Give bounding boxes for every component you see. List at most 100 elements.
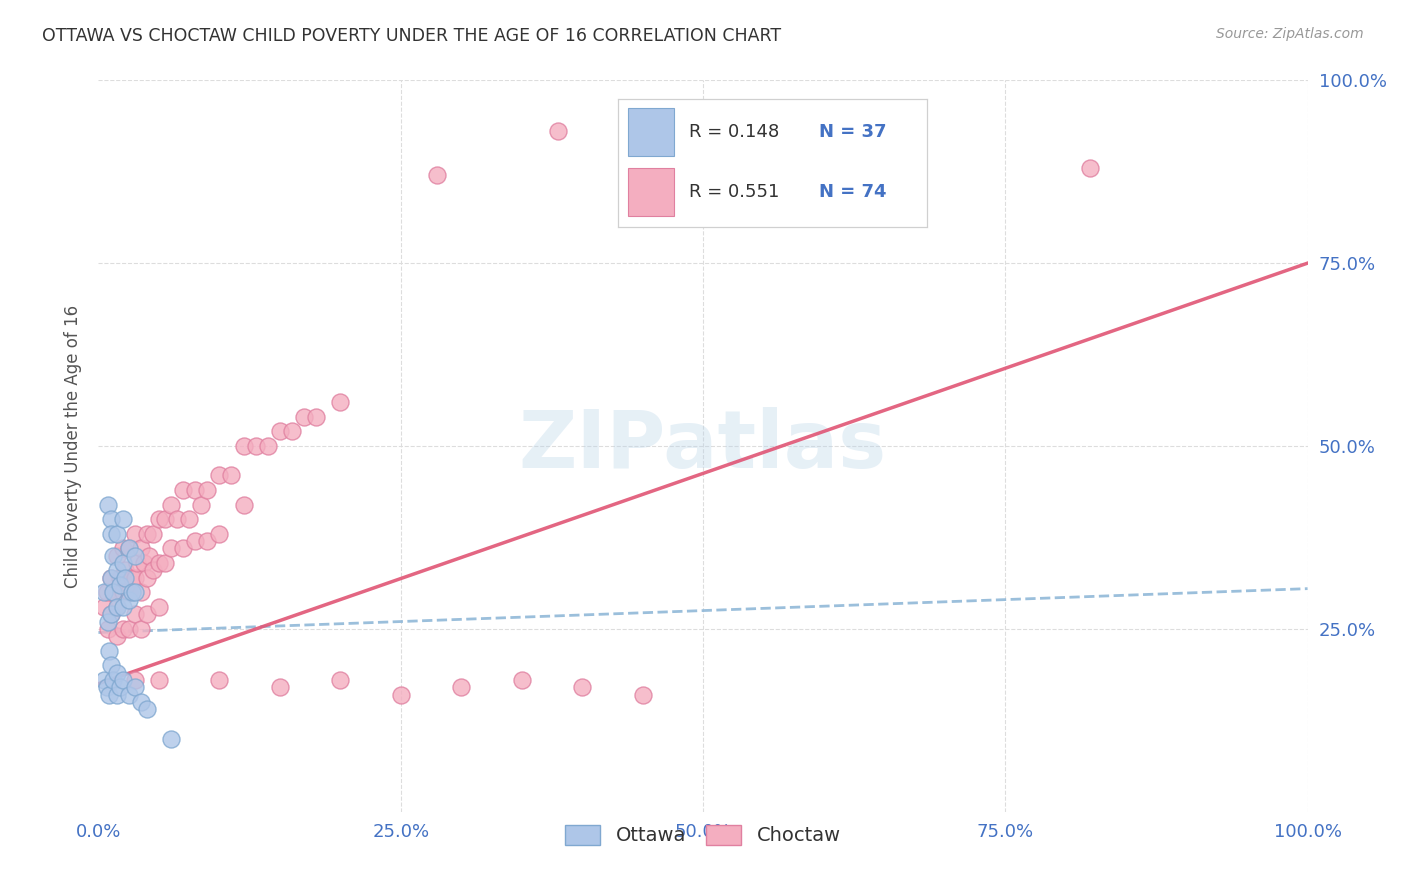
Point xyxy=(305,409,328,424)
Point xyxy=(195,483,218,497)
Point xyxy=(208,526,231,541)
Legend: Ottawa, Choctaw: Ottawa, Choctaw xyxy=(558,817,848,854)
Point xyxy=(208,673,231,687)
Point xyxy=(232,498,254,512)
Point xyxy=(100,658,122,673)
Point xyxy=(114,563,136,577)
Point xyxy=(160,731,183,746)
Point xyxy=(245,439,267,453)
Point xyxy=(100,571,122,585)
Point xyxy=(153,512,176,526)
Point xyxy=(98,644,121,658)
Text: Source: ZipAtlas.com: Source: ZipAtlas.com xyxy=(1216,27,1364,41)
Point xyxy=(269,425,291,439)
Point xyxy=(281,425,304,439)
Point xyxy=(105,526,128,541)
Point xyxy=(172,483,194,497)
Point xyxy=(184,483,207,497)
Point xyxy=(138,549,160,563)
Point xyxy=(101,585,124,599)
Point xyxy=(108,571,131,585)
Point xyxy=(118,541,141,556)
Point xyxy=(172,541,194,556)
Y-axis label: Child Poverty Under the Age of 16: Child Poverty Under the Age of 16 xyxy=(63,304,82,588)
Point xyxy=(105,599,128,614)
Point xyxy=(118,585,141,599)
Point xyxy=(153,556,176,570)
Point xyxy=(111,599,134,614)
Point xyxy=(127,556,149,570)
Point xyxy=(129,695,152,709)
Point xyxy=(631,688,654,702)
Point xyxy=(118,622,141,636)
Point xyxy=(124,607,146,622)
Point xyxy=(148,599,170,614)
Point xyxy=(256,439,278,453)
Point xyxy=(118,541,141,556)
Point xyxy=(111,673,134,687)
Point xyxy=(668,205,690,219)
Point xyxy=(101,585,124,599)
Point xyxy=(148,556,170,570)
Point xyxy=(105,629,128,643)
Point xyxy=(450,681,472,695)
Point xyxy=(100,607,122,622)
Text: ZIPatlas: ZIPatlas xyxy=(519,407,887,485)
Point xyxy=(124,526,146,541)
Point xyxy=(329,673,352,687)
Point xyxy=(100,512,122,526)
Point xyxy=(111,556,134,570)
Point xyxy=(118,592,141,607)
Point xyxy=(118,688,141,702)
Point xyxy=(179,512,201,526)
Point xyxy=(111,512,134,526)
Point xyxy=(135,702,157,716)
Point xyxy=(135,526,157,541)
Point xyxy=(93,673,115,687)
Point xyxy=(96,681,118,695)
Point xyxy=(108,681,131,695)
Point xyxy=(111,585,134,599)
Point xyxy=(97,615,120,629)
Point xyxy=(184,534,207,549)
Point xyxy=(100,571,122,585)
Point xyxy=(124,681,146,695)
Point xyxy=(114,571,136,585)
Point xyxy=(98,688,121,702)
Point xyxy=(547,124,569,138)
Point xyxy=(221,468,243,483)
Point xyxy=(389,688,412,702)
Point xyxy=(124,571,146,585)
Point xyxy=(160,541,183,556)
Point xyxy=(108,578,131,592)
Point xyxy=(100,607,122,622)
Point xyxy=(160,498,183,512)
Point xyxy=(96,585,118,599)
Point xyxy=(426,169,449,183)
Point xyxy=(571,681,593,695)
Point xyxy=(124,585,146,599)
Point xyxy=(329,395,352,409)
Point xyxy=(148,512,170,526)
Point xyxy=(111,541,134,556)
Point xyxy=(121,585,143,599)
Point xyxy=(129,541,152,556)
Point xyxy=(195,534,218,549)
Point xyxy=(105,599,128,614)
Text: OTTAWA VS CHOCTAW CHILD POVERTY UNDER THE AGE OF 16 CORRELATION CHART: OTTAWA VS CHOCTAW CHILD POVERTY UNDER TH… xyxy=(42,27,782,45)
Point xyxy=(166,512,188,526)
Point xyxy=(208,468,231,483)
Point xyxy=(129,585,152,599)
Point xyxy=(190,498,212,512)
Point xyxy=(105,563,128,577)
Point xyxy=(97,622,120,636)
Point xyxy=(129,622,152,636)
Point xyxy=(101,549,124,563)
Point xyxy=(135,607,157,622)
Point xyxy=(111,622,134,636)
Point xyxy=(121,571,143,585)
Point xyxy=(100,526,122,541)
Point xyxy=(134,556,156,570)
Point xyxy=(124,673,146,687)
Point xyxy=(232,439,254,453)
